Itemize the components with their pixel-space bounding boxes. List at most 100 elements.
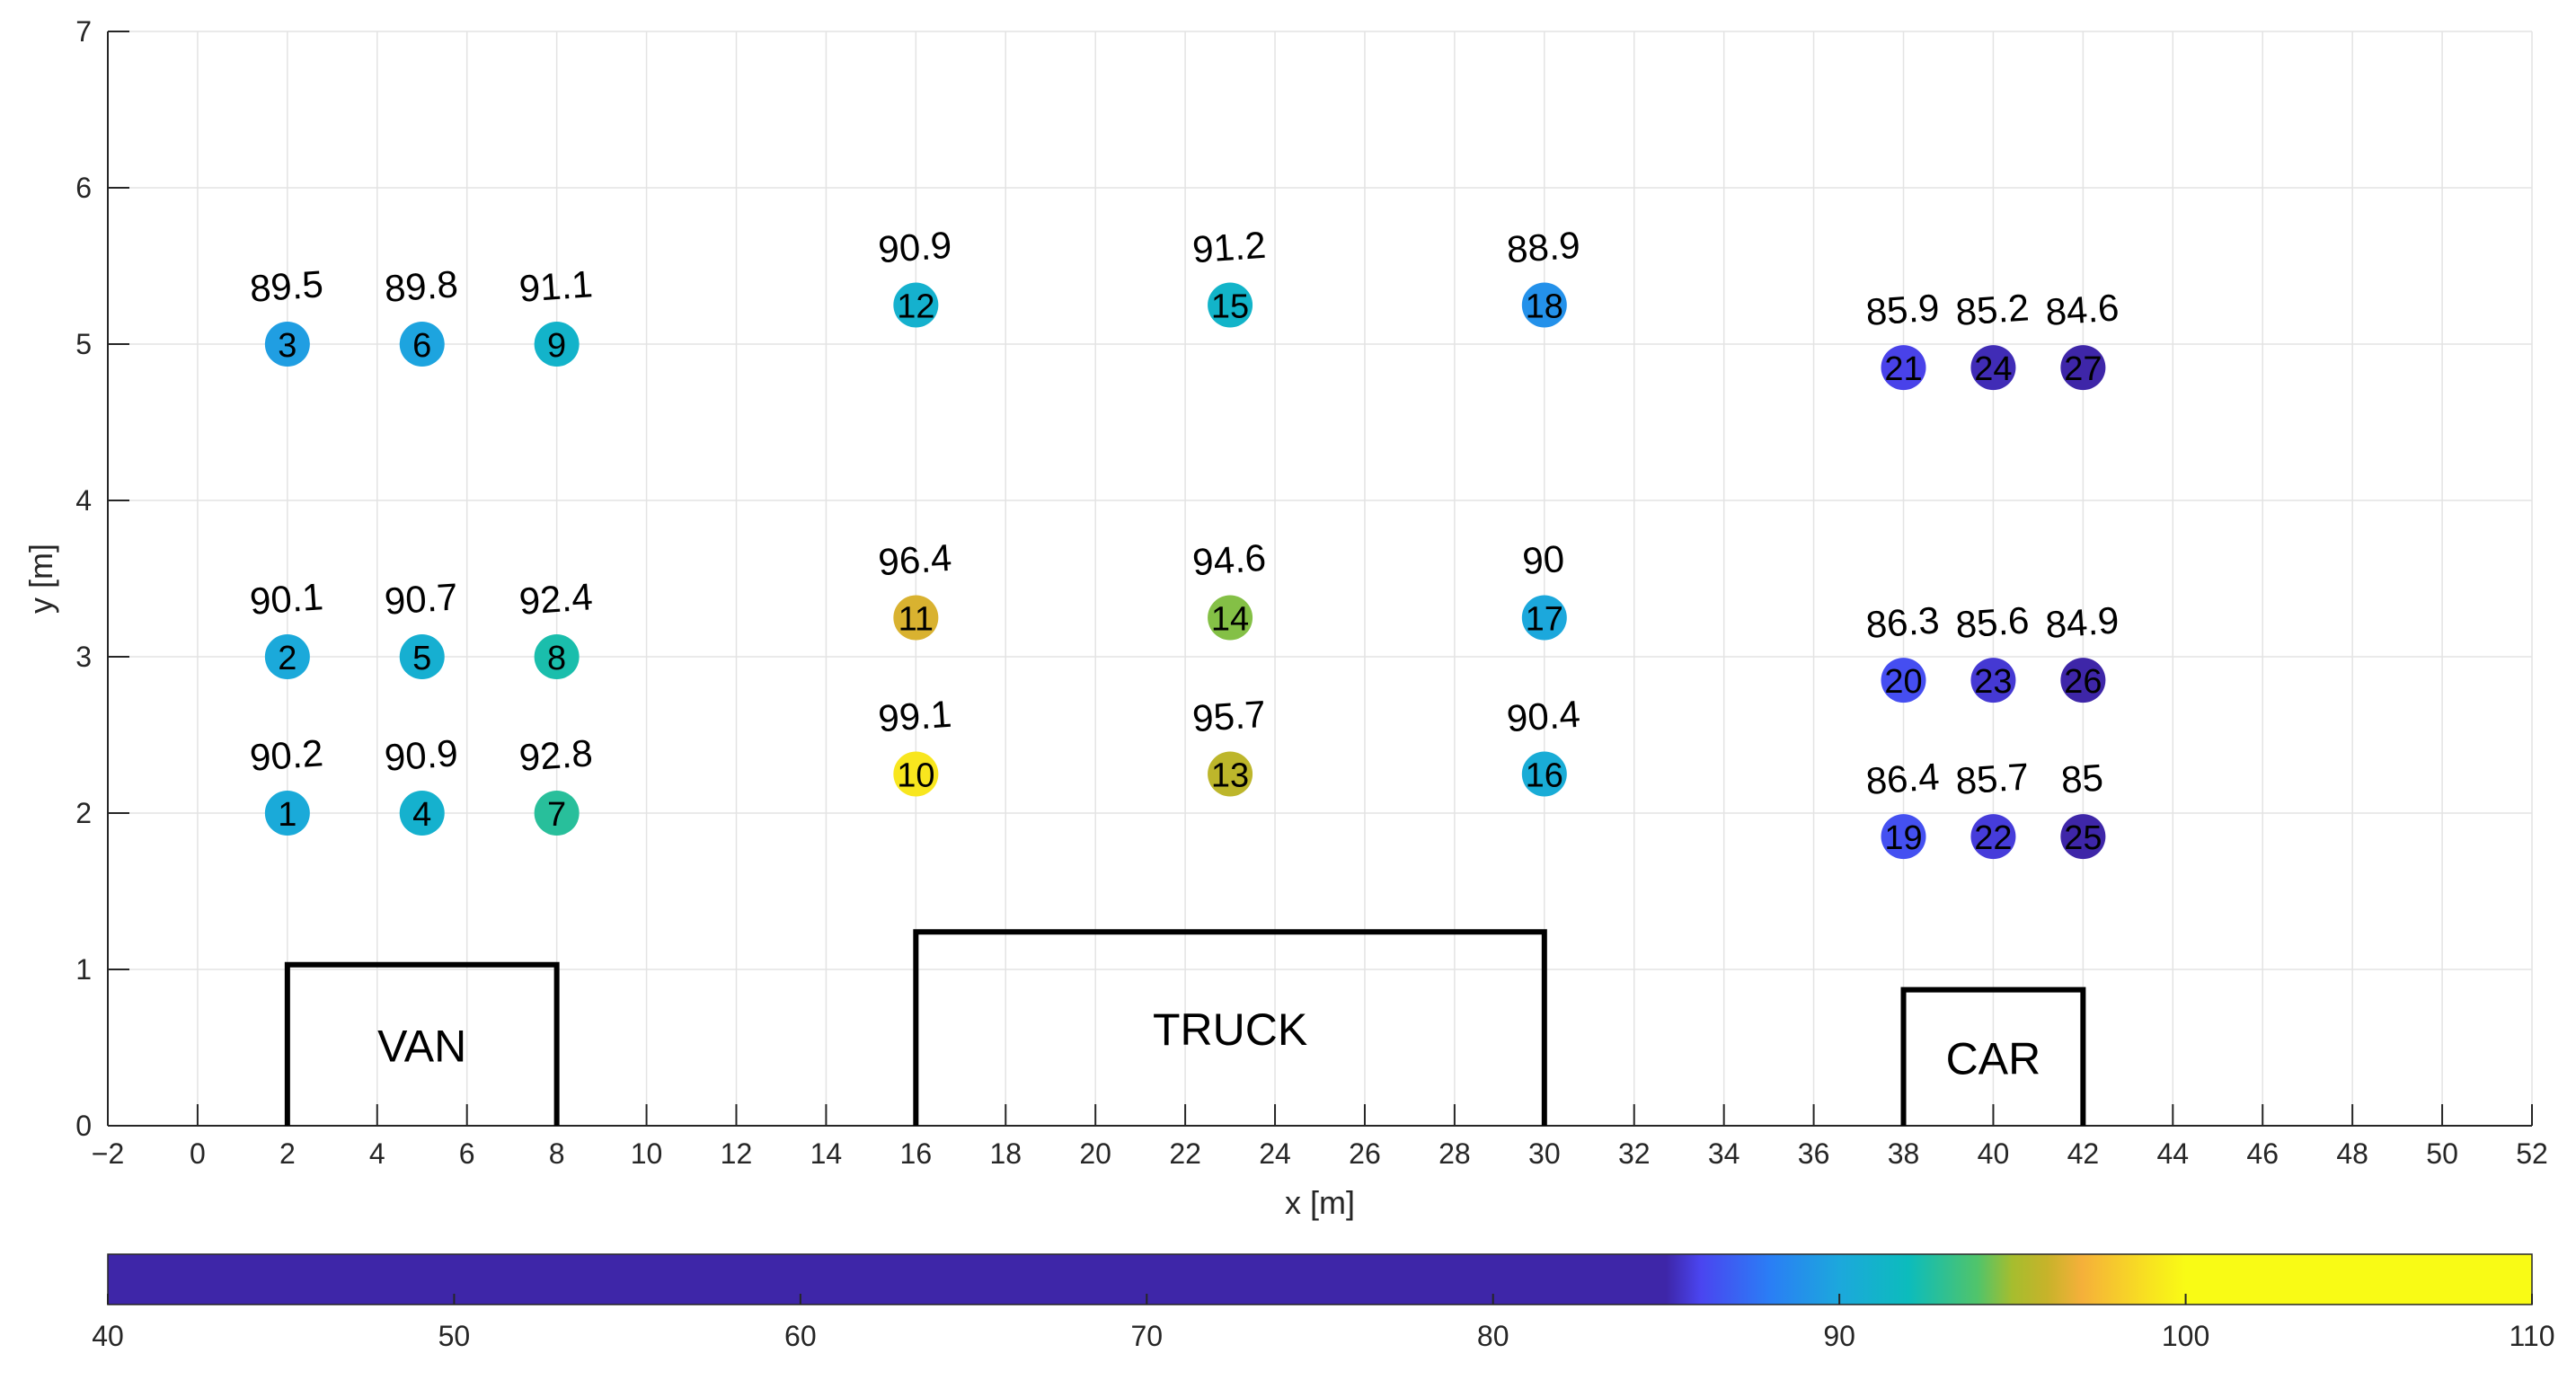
vehicle-label: VAN: [377, 1021, 466, 1071]
data-point-marker: [1881, 658, 1926, 703]
x-tick-label: 22: [1169, 1137, 1201, 1170]
colorbar: [107, 1253, 2533, 1305]
x-tick-label: 44: [2156, 1137, 2189, 1170]
data-point-id: 20: [1884, 663, 1922, 701]
x-tick-label: 8: [549, 1137, 565, 1170]
x-tick-label: 24: [1259, 1137, 1291, 1170]
y-axis-label: y [m]: [22, 544, 59, 614]
data-point-marker: [2060, 345, 2106, 391]
data-point-marker: [264, 634, 310, 679]
data-point-id: 3: [278, 327, 297, 365]
data-point-id: 4: [412, 796, 431, 834]
x-tick-label: −2: [92, 1137, 124, 1170]
axes: −2 0 2 4 6 8 10 12 14 16 18 20 22 24 26 28 30 32 34 36 38 40 4…: [75, 15, 2548, 1170]
y-tick-label: 6: [75, 172, 92, 204]
data-point-marker: [1881, 345, 1926, 391]
vehicle-label: CAR: [1946, 1033, 2041, 1084]
data-point-marker: [264, 322, 310, 367]
vehicle-outline: [284, 961, 560, 1126]
y-tick-label: 0: [75, 1110, 92, 1142]
x-tick-label: 42: [2067, 1137, 2100, 1170]
data-point-marker: [534, 791, 580, 836]
data-point-value: 84.9: [2044, 598, 2120, 646]
data-point-marker: [1881, 814, 1926, 860]
data-point-value: 91.1: [518, 262, 594, 310]
data-point-marker: [1970, 658, 2016, 703]
data-point-marker: [1208, 595, 1253, 641]
data-point-id: 24: [1974, 350, 2012, 388]
y-tick-label: 4: [75, 484, 92, 517]
data-point-marker: [1970, 345, 2016, 391]
data-point-marker: [893, 282, 939, 328]
data-point-id: 25: [2064, 819, 2102, 857]
data-point-value: 85.6: [1954, 598, 2031, 646]
data-point-marker: [2060, 814, 2106, 860]
data-point-id: 11: [899, 601, 934, 639]
x-tick-label: 10: [631, 1137, 663, 1170]
data-point-id: 14: [1211, 601, 1249, 639]
data-point-value: 99.1: [877, 693, 953, 740]
data-point-id: 16: [1526, 757, 1563, 795]
colorbar-tick-label: 70: [1130, 1320, 1163, 1352]
x-tick-label: 46: [2246, 1137, 2279, 1170]
data-point-value: 88.9: [1505, 224, 1581, 271]
data-point-value: 92.8: [518, 731, 594, 779]
colorbar-tick-label: 90: [1823, 1320, 1855, 1352]
x-tick-label: 26: [1349, 1137, 1381, 1170]
x-tick-label: 12: [721, 1137, 753, 1170]
data-point-value: 90.7: [383, 575, 459, 623]
data-point-value: 84.6: [2044, 286, 2120, 333]
data-point-value: 94.6: [1191, 536, 1268, 584]
data-point-value: 90: [1521, 537, 1566, 582]
x-tick-label: 40: [1978, 1137, 2010, 1170]
data-point-value: 90.4: [1505, 693, 1581, 740]
x-tick-label: 6: [459, 1137, 475, 1170]
y-tick-label: 3: [75, 641, 92, 673]
data-point-marker: [893, 751, 939, 797]
vehicle-outline: [913, 929, 1547, 1126]
x-tick-label: 34: [1708, 1137, 1740, 1170]
data-point-id: 27: [2064, 350, 2102, 388]
data-point-marker: [399, 634, 445, 679]
data-point-marker: [399, 322, 445, 367]
x-tick-label: 2: [279, 1137, 296, 1170]
x-tick-label: 50: [2426, 1137, 2458, 1170]
data-point-id: 1: [278, 796, 297, 834]
data-point-value: 96.4: [877, 536, 953, 584]
data-point-id: 15: [1211, 288, 1249, 326]
data-point-marker: [893, 595, 939, 641]
data-point-id: 6: [412, 327, 431, 365]
data-point-value: 85: [2059, 756, 2104, 801]
data-point-id: 22: [1974, 819, 2012, 857]
data-point-value: 95.7: [1191, 693, 1268, 740]
data-point-id: 2: [278, 640, 297, 677]
colorbar-tick-label: 100: [2162, 1320, 2209, 1352]
data-point-value: 86.3: [1864, 598, 1941, 646]
x-tick-label: 14: [810, 1137, 843, 1170]
data-point-value: 90.9: [383, 731, 459, 779]
colorbar-tick-label: 110: [2509, 1320, 2554, 1352]
x-tick-label: 20: [1079, 1137, 1111, 1170]
data-point-id: 12: [897, 288, 934, 326]
data-points: 1 90.2 2 90.1 3 89.5 4 90.9 5 90.7 6 89.8 7 92.8 8 92.4…: [248, 224, 2120, 860]
data-point-id: 5: [412, 640, 431, 677]
data-point-value: 86.4: [1864, 755, 1941, 802]
x-axis-label: x [m]: [1285, 1184, 1355, 1221]
x-tick-label: 30: [1528, 1137, 1561, 1170]
data-point-id: 9: [547, 327, 566, 365]
data-point-id: 10: [897, 757, 934, 795]
x-tick-label: 38: [1888, 1137, 1920, 1170]
y-tick-label: 1: [75, 953, 92, 986]
data-point-id: 17: [1526, 601, 1563, 639]
vehicle-label: TRUCK: [1153, 1004, 1307, 1055]
colorbar-tick-label: 50: [438, 1320, 471, 1352]
x-tick-label: 0: [190, 1137, 206, 1170]
data-point-value: 89.5: [248, 262, 324, 310]
data-point-marker: [1521, 595, 1567, 641]
x-tick-label: 52: [2516, 1137, 2548, 1170]
data-point-marker: [534, 322, 580, 367]
x-tick-label: 36: [1798, 1137, 1830, 1170]
vehicle-outline: [1900, 986, 2086, 1126]
data-point-value: 85.7: [1954, 755, 2031, 802]
